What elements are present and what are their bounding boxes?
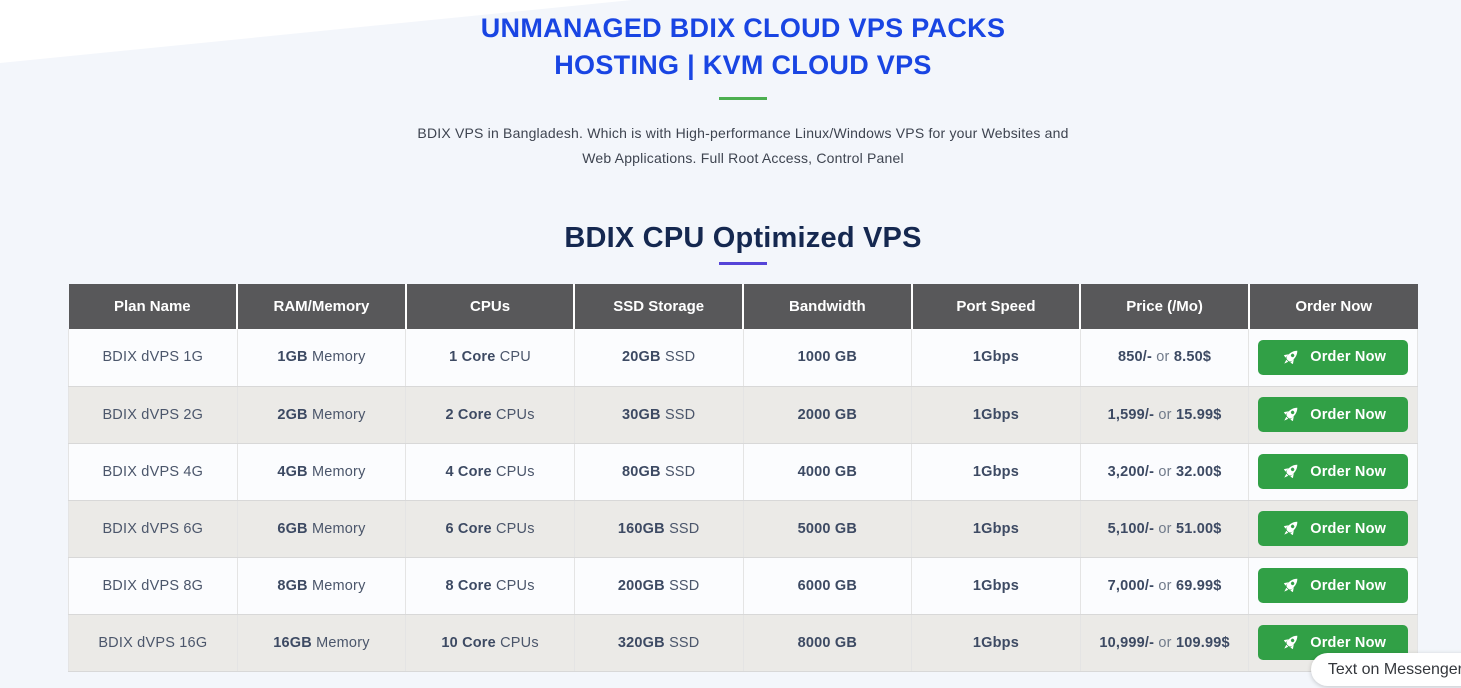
purple-divider	[719, 262, 767, 265]
page-title-line1: UNMANAGED BDIX CLOUD VPS PACKS	[480, 13, 1006, 43]
column-header: Price (/Mo)	[1080, 284, 1250, 329]
port-speed-cell: 1Gbps	[911, 557, 1081, 615]
column-header: Bandwidth	[743, 284, 913, 329]
plan-name-cell: BDIX dVPS 1G	[68, 329, 238, 387]
table-row: BDIX dVPS 1G 1GB Memory 1 Core CPU 20GB …	[68, 329, 1418, 387]
rocket-icon	[1284, 635, 1298, 650]
column-header: Port Speed	[911, 284, 1082, 329]
order-now-button[interactable]: Order Now	[1258, 568, 1409, 603]
green-divider	[719, 97, 767, 100]
ssd-cell: 20GB SSD	[574, 329, 744, 387]
price-cell: 3,200/- or 32.00$	[1080, 443, 1250, 501]
order-cell: Order Now	[1248, 329, 1418, 387]
order-now-button[interactable]: Order Now	[1258, 454, 1409, 489]
bandwidth-cell: 8000 GB	[743, 614, 913, 672]
plan-name-cell: BDIX dVPS 6G	[68, 500, 238, 558]
cpu-cell: 2 Core CPUs	[405, 386, 575, 444]
ram-cell: 4GB Memory	[237, 443, 407, 501]
bandwidth-cell: 2000 GB	[743, 386, 913, 444]
column-header: Order Now	[1248, 284, 1418, 329]
subtitle-line1: BDIX VPS in Bangladesh. Which is with Hi…	[417, 125, 1069, 141]
rocket-icon	[1284, 578, 1298, 593]
page-title-line2: HOSTING | KVM CLOUD VPS	[554, 50, 932, 80]
page-title: UNMANAGED BDIX CLOUD VPS PACKS HOSTING |…	[68, 0, 1418, 84]
bandwidth-cell: 6000 GB	[743, 557, 913, 615]
plan-name-cell: BDIX dVPS 2G	[68, 386, 238, 444]
cpu-cell: 4 Core CPUs	[405, 443, 575, 501]
page-subtitle: BDIX VPS in Bangladesh. Which is with Hi…	[68, 121, 1418, 171]
ram-cell: 8GB Memory	[237, 557, 407, 615]
table-row: BDIX dVPS 2G 2GB Memory 2 Core CPUs 30GB…	[68, 386, 1418, 444]
order-cell: Order Now	[1248, 386, 1418, 444]
cpu-cell: 1 Core CPU	[405, 329, 575, 387]
order-now-button[interactable]: Order Now	[1258, 397, 1409, 432]
price-cell: 1,599/- or 15.99$	[1080, 386, 1250, 444]
ram-cell: 1GB Memory	[237, 329, 407, 387]
order-now-label: Order Now	[1310, 634, 1387, 651]
ssd-cell: 80GB SSD	[574, 443, 744, 501]
plan-name-cell: BDIX dVPS 16G	[68, 614, 238, 672]
ssd-cell: 30GB SSD	[574, 386, 744, 444]
column-header: Plan Name	[68, 284, 239, 329]
bandwidth-cell: 4000 GB	[743, 443, 913, 501]
bandwidth-cell: 5000 GB	[743, 500, 913, 558]
port-speed-cell: 1Gbps	[911, 614, 1081, 672]
vps-pricing-table: Plan Name RAM/Memory CPUs SSD Storage Bandwi…	[68, 284, 1418, 672]
order-now-label: Order Now	[1310, 349, 1387, 366]
order-now-button[interactable]: Order Now	[1258, 625, 1409, 660]
plan-name-cell: BDIX dVPS 8G	[68, 557, 238, 615]
content-container: UNMANAGED BDIX CLOUD VPS PACKS HOSTING |…	[68, 0, 1418, 672]
rocket-icon	[1284, 521, 1298, 536]
rocket-icon	[1284, 350, 1298, 364]
ssd-cell: 200GB SSD	[574, 557, 744, 615]
table-row: BDIX dVPS 4G 4GB Memory 4 Core CPUs 80GB…	[68, 443, 1418, 501]
order-cell: Order Now	[1248, 557, 1418, 615]
ram-cell: 2GB Memory	[237, 386, 407, 444]
order-now-label: Order Now	[1310, 463, 1387, 480]
port-speed-cell: 1Gbps	[911, 329, 1081, 387]
rocket-icon	[1284, 407, 1298, 422]
cpu-cell: 6 Core CPUs	[405, 500, 575, 558]
column-header: SSD Storage	[574, 284, 744, 329]
price-cell: 7,000/- or 69.99$	[1080, 557, 1250, 615]
table-header-row: Plan Name RAM/Memory CPUs SSD Storage Bandwi…	[68, 284, 1418, 329]
table-body: BDIX dVPS 1G 1GB Memory 1 Core CPU 20GB …	[68, 329, 1418, 672]
order-now-label: Order Now	[1310, 520, 1387, 537]
messenger-chat-widget[interactable]: Text on Messenger	[1310, 653, 1461, 686]
ssd-cell: 160GB SSD	[574, 500, 744, 558]
rocket-icon	[1284, 464, 1298, 479]
order-cell: Order Now	[1248, 443, 1418, 501]
order-now-button[interactable]: Order Now	[1258, 339, 1409, 375]
price-cell: 10,999/- or 109.99$	[1080, 614, 1250, 672]
table-row: BDIX dVPS 8G 8GB Memory 8 Core CPUs 200G…	[68, 557, 1418, 615]
subtitle-line2: Web Applications. Full Root Access, Cont…	[582, 150, 904, 166]
ssd-cell: 320GB SSD	[574, 614, 744, 672]
order-now-button[interactable]: Order Now	[1258, 511, 1409, 546]
cpu-cell: 8 Core CPUs	[405, 557, 575, 615]
bandwidth-cell: 1000 GB	[743, 329, 913, 387]
table-row: BDIX dVPS 16G 16GB Memory 10 Core CPUs 3…	[68, 614, 1418, 672]
ram-cell: 16GB Memory	[237, 614, 407, 672]
port-speed-cell: 1Gbps	[911, 500, 1081, 558]
order-cell: Order Now	[1248, 500, 1418, 558]
order-now-label: Order Now	[1310, 406, 1387, 423]
price-cell: 5,100/- or 51.00$	[1080, 500, 1250, 558]
order-now-label: Order Now	[1310, 577, 1387, 594]
plan-name-cell: BDIX dVPS 4G	[68, 443, 238, 501]
ram-cell: 6GB Memory	[237, 500, 407, 558]
port-speed-cell: 1Gbps	[911, 386, 1081, 444]
messenger-chat-label: Text on Messenger	[1327, 660, 1461, 678]
section-title: BDIX CPU Optimized VPS	[564, 222, 922, 254]
price-cell: 850/- or 8.50$	[1080, 329, 1250, 387]
table-row: BDIX dVPS 6G 6GB Memory 6 Core CPUs 160G…	[68, 500, 1418, 558]
table-head: Plan Name RAM/Memory CPUs SSD Storage Bandwi…	[68, 284, 1418, 329]
cpu-cell: 10 Core CPUs	[405, 614, 575, 672]
column-header: RAM/Memory	[237, 284, 407, 329]
port-speed-cell: 1Gbps	[911, 443, 1081, 501]
column-header: CPUs	[405, 284, 576, 329]
